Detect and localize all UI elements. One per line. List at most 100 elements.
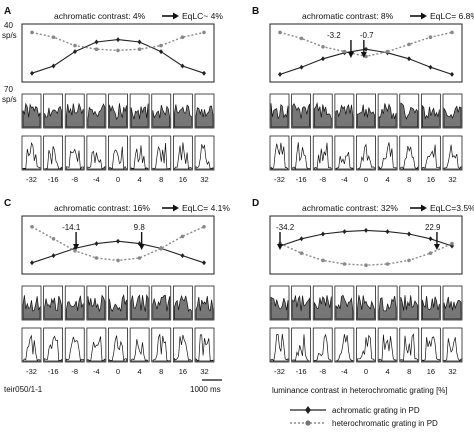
x-tick-label: -32 [274,175,285,184]
psth-row-achromatic-histogram [87,294,106,320]
psth-row-achromatic-box [43,93,64,129]
psth-row-heterochromatic-histogram [313,333,332,362]
psth-row-heterochromatic-box [442,135,463,171]
panel-eqlc-label: EqLC=3.5% [430,203,474,213]
x-tick-label: -4 [341,367,348,376]
psth-row-heterochromatic-box [43,327,64,363]
scale-top-value: 40 [4,21,13,30]
panel-letter: B [252,6,259,17]
psth-row-achromatic-histogram [443,296,462,320]
point-heterochromatic [116,258,120,263]
x-tick-label: 16 [179,175,187,184]
point-achromatic [321,231,325,237]
psth-row-achromatic-histogram [195,105,214,128]
psth-row-achromatic-box [399,285,420,321]
point-heterochromatic [364,263,368,268]
title-arrowhead [421,12,427,20]
point-heterochromatic [299,36,304,41]
psth-row-heterochromatic-box [21,327,42,363]
x-tick-label: 4 [138,367,142,376]
point-heterochromatic [428,35,433,39]
x-tick-label: -8 [71,175,78,184]
x-tick-label: 16 [427,367,435,376]
psth-row-achromatic-histogram [44,295,62,320]
psth-row-achromatic-histogram [443,105,462,128]
time-scale-label: 1000 ms [190,385,221,394]
point-heterochromatic [385,49,390,54]
psth-row-achromatic-histogram [152,295,171,320]
psth-row-achromatic-histogram [378,103,397,128]
psth-row-heterochromatic-box [420,327,441,363]
psth-row-heterochromatic-histogram [130,339,149,362]
panel-contrast-label: achromatic contrast: 32% [302,203,398,213]
crossing-arrowhead [73,244,80,250]
psth-row-heterochromatic-box [172,135,193,171]
psth-row-achromatic-histogram [174,295,192,320]
panel-letter: D [252,198,259,209]
psth-row-heterochromatic-histogram [173,142,192,170]
x-tick-label: 4 [138,175,142,184]
crossing-annotation: -14.1 [62,223,81,232]
psth-row-heterochromatic-histogram [109,335,127,362]
point-heterochromatic [202,225,206,229]
psth-row-achromatic-box [151,93,172,129]
psth-row-heterochromatic-histogram [335,334,354,362]
psth-row-achromatic-box [194,93,215,129]
point-heterochromatic [94,256,99,260]
psth-row-heterochromatic-box [64,135,85,171]
psth-row-achromatic-box [172,93,193,129]
cell-id: teir050/1-1 [4,385,43,394]
psth-row-heterochromatic-histogram [44,335,62,362]
psth-row-achromatic-histogram [378,295,397,320]
point-heterochromatic [450,30,454,35]
psth-row-heterochromatic-box [21,135,42,171]
x-tick-label: 4 [386,367,390,376]
psth-row-achromatic-box [108,285,128,321]
psth-row-achromatic-histogram [130,103,149,128]
psth-row-achromatic-histogram [270,103,289,128]
psth-row-achromatic-histogram [152,104,171,128]
tuning-plot-frame [21,215,215,275]
psth-row-achromatic-histogram [400,102,419,128]
point-heterochromatic [407,258,411,263]
tuning-plot-frame [269,23,463,83]
psth-row-heterochromatic-box [312,135,333,171]
point-heterochromatic [278,30,282,35]
x-tick-label: -32 [26,175,37,184]
crossing-annotation: 9.8 [134,223,146,232]
psth-row-heterochromatic-box [108,327,128,363]
psth-row-achromatic-box [64,93,85,129]
series-achromatic-line [31,39,205,74]
x-tick-label: 8 [407,175,411,184]
x-tick-label: 0 [364,367,368,376]
psth-row-heterochromatic-box [377,135,398,171]
psth-row-achromatic-box [334,93,355,129]
psth-row-achromatic-box [64,285,85,321]
psth-row-achromatic-histogram [109,103,127,128]
psth-row-achromatic-box [151,285,172,321]
crossing-annotation: 22.9 [425,223,441,232]
x-tick-label: 8 [407,367,411,376]
psth-row-heterochromatic-box [151,135,172,171]
title-arrowhead [421,204,427,212]
tuning-plot-frame [21,23,215,83]
psth-row-heterochromatic-histogram [313,142,332,170]
psth-row-achromatic-histogram [65,102,84,128]
point-heterochromatic [180,35,185,39]
x-tick-label: -8 [319,367,326,376]
psth-row-achromatic-histogram [357,295,375,320]
panel-contrast-label: achromatic contrast: 4% [54,11,146,21]
psth-row-achromatic-histogram [87,103,106,128]
psth-row-achromatic-box [291,285,312,321]
psth-row-heterochromatic-box [151,327,172,363]
psth-row-achromatic-histogram [357,104,375,128]
psth-row-heterochromatic-histogram [270,142,289,170]
point-heterochromatic [342,49,347,54]
psth-row-heterochromatic-histogram [270,333,289,362]
psth-row-heterochromatic-histogram [422,144,440,170]
point-heterochromatic [321,258,325,263]
point-heterochromatic [450,241,454,246]
point-achromatic [428,236,433,242]
